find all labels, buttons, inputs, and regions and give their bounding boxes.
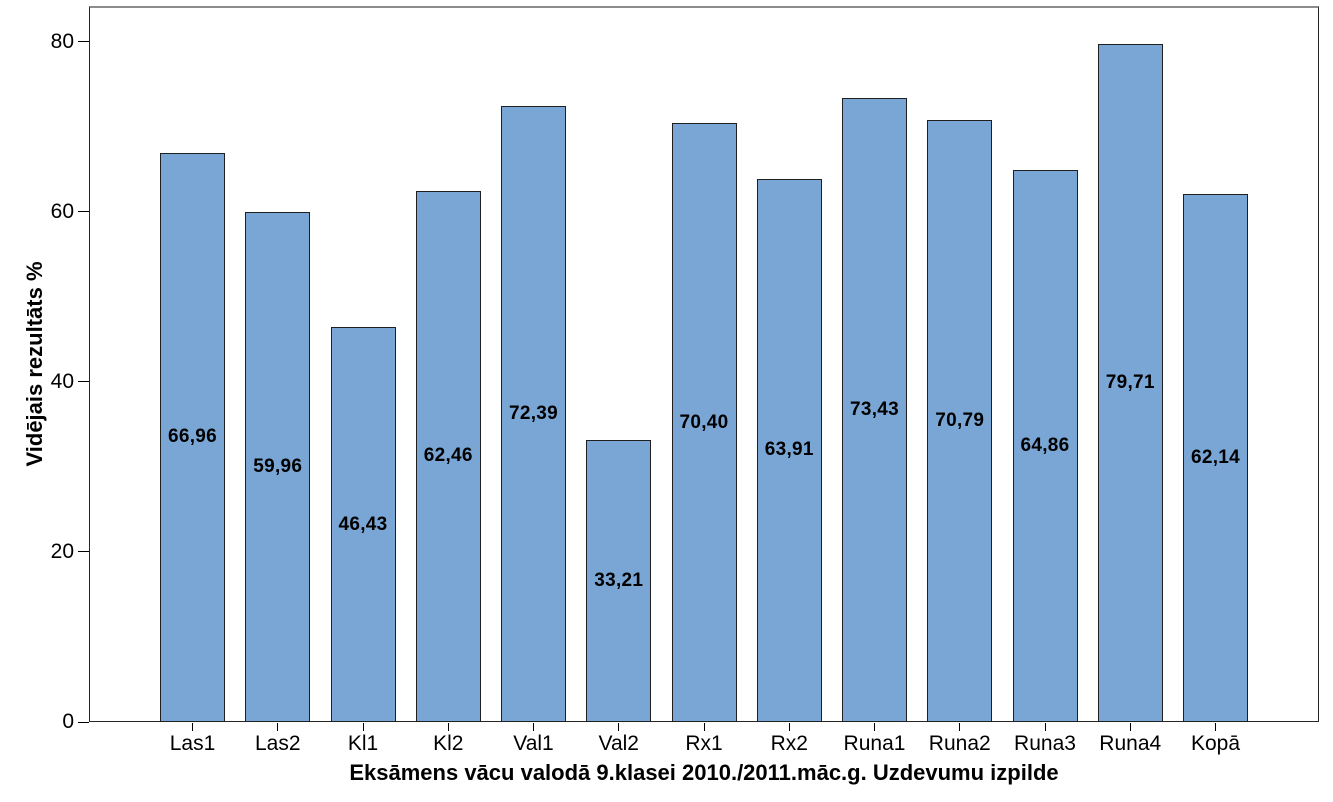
x-tick-label: Runa2 — [928, 732, 991, 755]
y-tick-mark — [78, 211, 89, 213]
bar: 62,46 — [415, 190, 481, 722]
x-tick-mark — [1044, 723, 1046, 731]
y-tick-mark — [78, 721, 89, 723]
x-tick-label: Val2 — [598, 732, 639, 755]
x-tick-mark — [703, 723, 705, 731]
bar-value-label: 63,91 — [764, 439, 814, 461]
x-tick-label: Runa4 — [1099, 732, 1162, 755]
x-tick-label: Kl1 — [347, 732, 379, 755]
bar-value-label: 70,79 — [935, 410, 985, 431]
y-tick-label: 0 — [62, 710, 74, 733]
bar: 72,39 — [501, 106, 566, 722]
bar: 64,86 — [1012, 170, 1078, 722]
x-tick-label: Kopā — [1190, 732, 1241, 755]
bar: 46,43 — [330, 327, 396, 722]
x-tick-mark — [788, 723, 790, 731]
x-tick-mark — [1215, 723, 1216, 731]
x-tick-mark — [447, 723, 449, 731]
x-tick-label: Rx2 — [770, 732, 808, 755]
bar-value-label: 33,21 — [594, 569, 644, 591]
bar: 63,91 — [756, 178, 822, 722]
bar: 73,43 — [842, 97, 907, 722]
y-tick-label: 20 — [50, 539, 74, 563]
x-tick-label: Las1 — [169, 732, 216, 755]
x-tick-label: Runa1 — [843, 732, 906, 755]
x-tick-mark — [959, 723, 961, 731]
bar-value-label: 72,39 — [508, 403, 559, 425]
bar-value-label: 59,96 — [253, 456, 303, 478]
y-axis-title: Vidējais rezultāts % — [22, 261, 47, 467]
x-tick-mark — [362, 723, 364, 731]
x-tick-mark — [874, 723, 875, 731]
x-tick-mark — [277, 723, 279, 731]
y-tick-label: 40 — [50, 369, 74, 393]
bar: 70,40 — [671, 123, 737, 722]
bar: 33,21 — [586, 439, 652, 722]
bar-value-label: 66,96 — [167, 426, 218, 448]
x-tick-label: Val1 — [513, 732, 554, 755]
x-tick-mark — [533, 723, 534, 731]
bar: 62,14 — [1183, 193, 1248, 722]
bar-value-label: 73,43 — [849, 398, 900, 420]
bar-value-label: 79,71 — [1105, 372, 1155, 394]
bar-value-label: 62,46 — [423, 445, 473, 467]
bar-value-label: 70,40 — [679, 411, 729, 433]
x-tick-mark — [192, 723, 193, 731]
y-tick-label: 80 — [50, 29, 74, 53]
x-tick-mark — [618, 723, 620, 731]
x-tick-label: Runa3 — [1014, 732, 1076, 755]
x-axis-title: Eksāmens vācu valodā 9.klasei 2010./2011… — [349, 760, 1059, 785]
bar: 59,96 — [245, 212, 311, 722]
x-tick-label: Rx1 — [685, 732, 723, 755]
y-tick-mark — [78, 551, 89, 553]
bar: 66,96 — [160, 152, 225, 722]
x-tick-label: Las2 — [254, 732, 301, 755]
bar-value-label: 64,86 — [1020, 435, 1070, 457]
x-tick-label: Kl2 — [433, 732, 464, 755]
y-tick-mark — [78, 381, 89, 383]
bar-value-label: 46,43 — [338, 513, 388, 535]
bar: 70,79 — [927, 120, 993, 722]
bar: 79,71 — [1097, 44, 1163, 722]
x-tick-mark — [1129, 723, 1131, 731]
y-tick-mark — [78, 41, 89, 43]
bar-value-label: 62,14 — [1190, 446, 1241, 468]
y-tick-label: 60 — [50, 199, 74, 223]
